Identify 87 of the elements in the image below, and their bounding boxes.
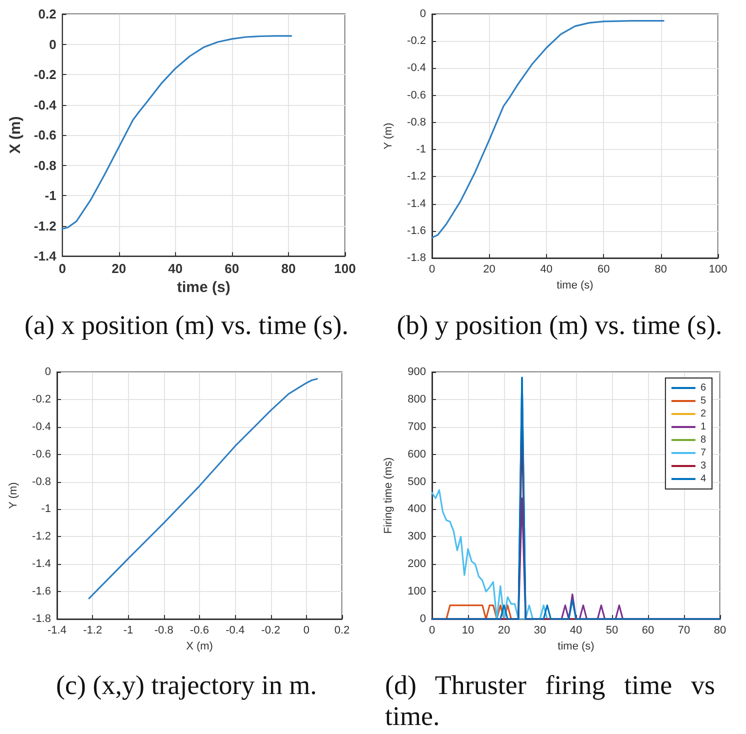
x-tick-label: 20 <box>483 264 496 276</box>
y-tick-label: -0.4 <box>407 62 426 74</box>
y-tick-label: 0.2 <box>38 6 56 22</box>
x-tick-label: -1.2 <box>83 624 102 636</box>
y-tick-label: 700 <box>408 420 426 433</box>
y-tick-label: -1.6 <box>407 224 426 237</box>
x-tick-label: 60 <box>642 624 654 636</box>
x-tick-label: 30 <box>534 624 546 636</box>
y-tick-label: 800 <box>408 393 426 406</box>
y-tick-label: -1 <box>41 503 51 516</box>
x-tick-label: 50 <box>606 624 618 636</box>
legend-label: 6 <box>700 382 706 394</box>
text: (c) (x,y) trajectory in m. <box>55 670 318 701</box>
x-tick-label: 60 <box>224 261 240 276</box>
y-tick-label: 0 <box>49 36 56 52</box>
y-tick-label: 0 <box>420 613 426 625</box>
y-tick-label: -0.4 <box>32 420 51 433</box>
y-tick-label: 400 <box>408 503 426 516</box>
y-tick-label: 900 <box>408 366 426 378</box>
x-tick-label: 0 <box>428 624 436 636</box>
x-tick-label: -0.4 <box>226 624 245 636</box>
x-tick-label: 100 <box>708 264 728 276</box>
y-tick-label: -0.2 <box>32 393 51 406</box>
x-tick-label: -0.2 <box>261 624 280 636</box>
legend-label: 7 <box>700 448 706 458</box>
y-tick-label: -0.4 <box>34 97 58 112</box>
x-tick-label: 70 <box>678 624 690 636</box>
y-tick-label: -1.2 <box>32 530 51 543</box>
legend-label: 3 <box>700 460 706 472</box>
x-axis-title: time (s) <box>176 279 230 296</box>
y-tick-label: 0 <box>420 8 426 20</box>
y-tick-label: -1.8 <box>407 252 426 264</box>
x-tick-label: 80 <box>281 261 296 276</box>
y-tick-label: -0.8 <box>407 116 426 128</box>
x-tick-label: -1 <box>123 624 134 636</box>
x-tick-label: 20 <box>498 624 510 636</box>
y-tick-label: -1.2 <box>34 218 56 234</box>
x-tick-label: 80 <box>714 624 726 636</box>
y-tick-label: -0.8 <box>34 158 56 173</box>
x-tick-label: 20 <box>112 261 126 276</box>
y-tick-label: -0.6 <box>32 448 51 460</box>
x-tick-label: 0 <box>303 624 310 636</box>
y-axis-title: Y (m) <box>8 482 20 509</box>
x-tick-label: 100 <box>334 261 356 276</box>
legend-label: 2 <box>700 408 706 420</box>
y-axis-title: X (m) <box>7 116 24 154</box>
y-tick-label: -1.4 <box>32 558 51 570</box>
y-axis-title: Firing time (ms) <box>382 457 394 534</box>
text: (b) y position (m) vs. time (s). <box>396 310 724 341</box>
y-tick-label: 600 <box>408 448 426 460</box>
x-tick-label: 0 <box>428 264 436 276</box>
y-tick-label: -0.6 <box>34 128 56 143</box>
y-tick-label: -1.8 <box>32 613 51 625</box>
x-tick-label: 0.2 <box>334 624 350 636</box>
legend-label: 1 <box>700 422 706 432</box>
y-tick-label: -0.2 <box>407 35 426 48</box>
y-tick-label: 200 <box>408 558 426 570</box>
x-tick-label: 40 <box>168 261 183 276</box>
y-tick-label: -1.2 <box>407 170 426 183</box>
x-tick-label: 80 <box>654 264 667 276</box>
x-axis-title: time (s) <box>556 280 594 292</box>
x-tick-label: 40 <box>540 264 553 276</box>
x-tick-label: 60 <box>597 264 610 276</box>
x-tick-label: 40 <box>570 624 582 636</box>
y-tick-label: -0.2 <box>34 67 56 82</box>
text: (a) x position (m) vs. time (s). <box>24 310 350 341</box>
y-tick-label: -1.4 <box>34 248 58 264</box>
y-tick-label: -1 <box>44 188 56 204</box>
x-tick-label: -0.8 <box>154 624 174 636</box>
legend-label: 5 <box>700 396 706 406</box>
x-tick-label: -0.6 <box>190 624 209 636</box>
y-tick-label: -1.6 <box>32 586 51 598</box>
x-axis-title: X (m) <box>186 640 213 652</box>
y-tick-label: -0.8 <box>32 476 51 488</box>
legend-label: 8 <box>700 434 706 446</box>
y-tick-label: -0.6 <box>407 89 426 102</box>
legend-label: 4 <box>700 474 706 484</box>
x-axis-title: time (s) <box>558 640 594 652</box>
y-tick-label: -1.4 <box>407 198 426 210</box>
y-tick-label: -1 <box>416 144 426 156</box>
y-axis-title: Y (m) <box>382 122 394 150</box>
y-tick-label: 300 <box>408 530 426 543</box>
x-tick-label: 10 <box>462 624 474 636</box>
y-tick-label: 0 <box>44 366 51 378</box>
y-tick-label: 500 <box>408 476 426 488</box>
text: (d) Thruster firing time vs time. <box>385 670 715 732</box>
y-tick-label: 100 <box>408 586 426 598</box>
